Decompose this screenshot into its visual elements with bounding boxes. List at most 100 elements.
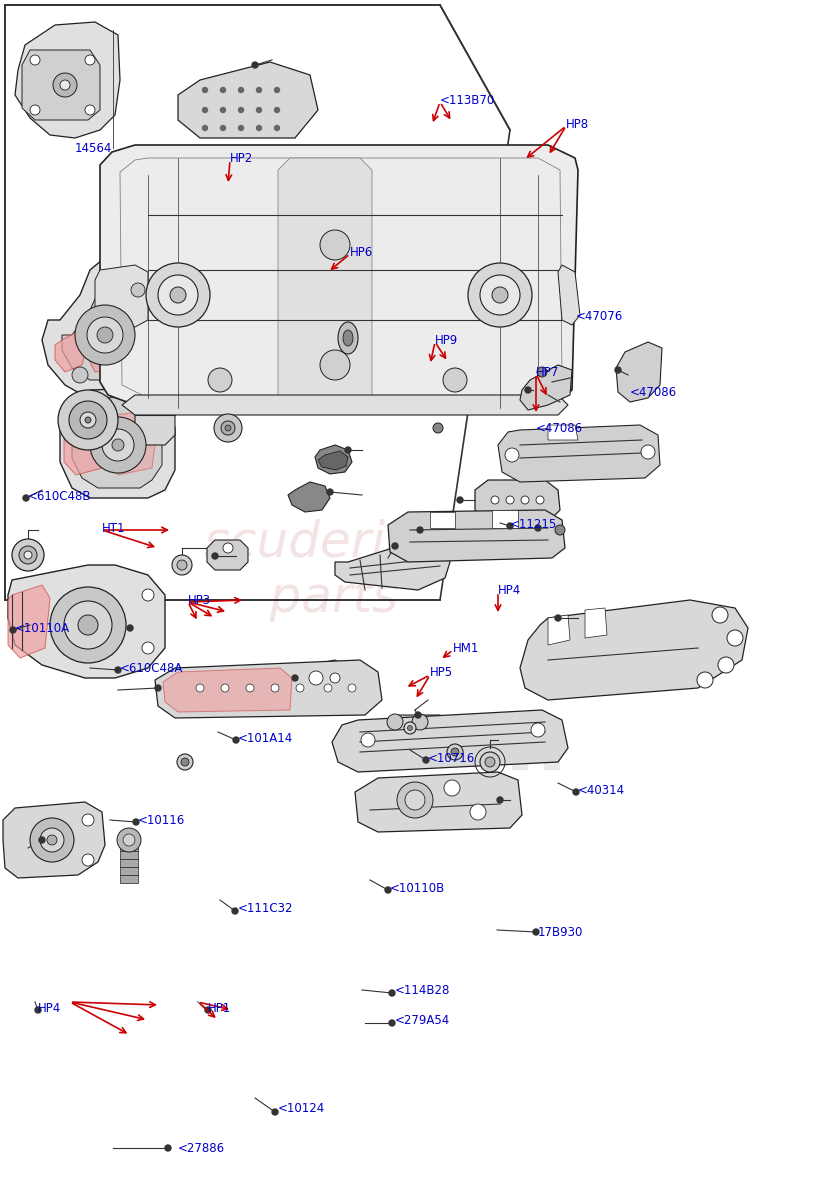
Polygon shape bbox=[285, 660, 348, 700]
Text: HP8: HP8 bbox=[566, 118, 589, 131]
Circle shape bbox=[205, 1007, 211, 1013]
Circle shape bbox=[35, 1007, 41, 1013]
Text: <111C32: <111C32 bbox=[238, 901, 293, 914]
Circle shape bbox=[60, 80, 70, 90]
Circle shape bbox=[531, 722, 545, 737]
Circle shape bbox=[232, 908, 238, 914]
Circle shape bbox=[718, 658, 734, 673]
Bar bbox=[120, 851, 138, 859]
Circle shape bbox=[30, 104, 40, 115]
Circle shape bbox=[239, 108, 244, 113]
Text: 14564: 14564 bbox=[75, 142, 112, 155]
Bar bbox=[544, 743, 560, 752]
Bar bbox=[496, 734, 512, 743]
Circle shape bbox=[82, 814, 94, 826]
Circle shape bbox=[497, 797, 503, 803]
Text: <114B28: <114B28 bbox=[395, 984, 451, 996]
Polygon shape bbox=[95, 265, 148, 326]
Circle shape bbox=[389, 1020, 395, 1026]
Circle shape bbox=[348, 684, 356, 692]
Circle shape bbox=[405, 790, 425, 810]
Ellipse shape bbox=[338, 322, 358, 354]
Circle shape bbox=[555, 614, 561, 622]
Circle shape bbox=[23, 494, 29, 502]
Circle shape bbox=[24, 551, 32, 559]
Circle shape bbox=[212, 553, 218, 559]
Circle shape bbox=[112, 439, 124, 451]
Polygon shape bbox=[616, 342, 662, 402]
Circle shape bbox=[181, 758, 189, 766]
Text: <10716: <10716 bbox=[428, 751, 475, 764]
Polygon shape bbox=[108, 412, 158, 475]
Text: HP1: HP1 bbox=[208, 1002, 231, 1014]
Polygon shape bbox=[315, 445, 352, 474]
Circle shape bbox=[417, 527, 423, 533]
Circle shape bbox=[85, 55, 95, 65]
Circle shape bbox=[387, 714, 403, 730]
Polygon shape bbox=[492, 510, 518, 528]
Circle shape bbox=[309, 671, 323, 685]
Circle shape bbox=[444, 780, 460, 796]
Circle shape bbox=[505, 448, 519, 462]
Polygon shape bbox=[390, 715, 448, 750]
Circle shape bbox=[196, 684, 204, 692]
Bar bbox=[496, 752, 512, 761]
Circle shape bbox=[537, 367, 547, 377]
Circle shape bbox=[525, 386, 531, 392]
Circle shape bbox=[233, 737, 239, 743]
Circle shape bbox=[491, 496, 499, 504]
Circle shape bbox=[165, 1145, 171, 1151]
Polygon shape bbox=[42, 250, 162, 398]
Polygon shape bbox=[355, 772, 522, 832]
Polygon shape bbox=[318, 451, 348, 470]
Circle shape bbox=[90, 416, 146, 473]
Circle shape bbox=[385, 887, 391, 893]
Circle shape bbox=[521, 496, 529, 504]
Circle shape bbox=[330, 673, 340, 683]
Circle shape bbox=[155, 685, 161, 691]
Text: <101A14: <101A14 bbox=[238, 732, 293, 744]
Circle shape bbox=[123, 834, 135, 846]
Circle shape bbox=[133, 818, 139, 826]
Polygon shape bbox=[332, 710, 568, 772]
Text: HP5: HP5 bbox=[430, 666, 453, 678]
Circle shape bbox=[492, 287, 508, 302]
Circle shape bbox=[468, 263, 532, 326]
Text: <10110A: <10110A bbox=[15, 622, 70, 635]
Polygon shape bbox=[335, 540, 450, 590]
Circle shape bbox=[320, 350, 350, 380]
Circle shape bbox=[53, 73, 77, 97]
Bar bbox=[120, 875, 138, 883]
Text: scuderia
   parts: scuderia parts bbox=[204, 518, 416, 622]
Circle shape bbox=[345, 446, 351, 452]
Text: HP3: HP3 bbox=[188, 594, 211, 606]
Circle shape bbox=[480, 752, 500, 772]
Polygon shape bbox=[207, 540, 248, 570]
Circle shape bbox=[97, 326, 113, 343]
Circle shape bbox=[47, 835, 57, 845]
Circle shape bbox=[257, 88, 262, 92]
Text: <10124: <10124 bbox=[278, 1102, 325, 1115]
Circle shape bbox=[142, 642, 154, 654]
Polygon shape bbox=[498, 425, 660, 482]
Circle shape bbox=[641, 445, 655, 458]
Text: <610C48A: <610C48A bbox=[120, 661, 183, 674]
Circle shape bbox=[202, 88, 208, 92]
Polygon shape bbox=[585, 608, 607, 638]
Text: HT1: HT1 bbox=[102, 522, 126, 534]
Polygon shape bbox=[72, 397, 162, 488]
Text: <47086: <47086 bbox=[630, 385, 677, 398]
Polygon shape bbox=[64, 412, 108, 475]
Polygon shape bbox=[475, 480, 560, 522]
Circle shape bbox=[131, 283, 145, 296]
Text: 17B930: 17B930 bbox=[538, 925, 584, 938]
Circle shape bbox=[75, 305, 135, 365]
Bar bbox=[512, 761, 528, 770]
Circle shape bbox=[292, 674, 298, 680]
Circle shape bbox=[40, 828, 64, 852]
Circle shape bbox=[225, 425, 231, 431]
Text: <279A54: <279A54 bbox=[395, 1014, 450, 1026]
Text: <47086: <47086 bbox=[536, 421, 583, 434]
Circle shape bbox=[111, 634, 119, 642]
Text: <27886: <27886 bbox=[178, 1141, 225, 1154]
